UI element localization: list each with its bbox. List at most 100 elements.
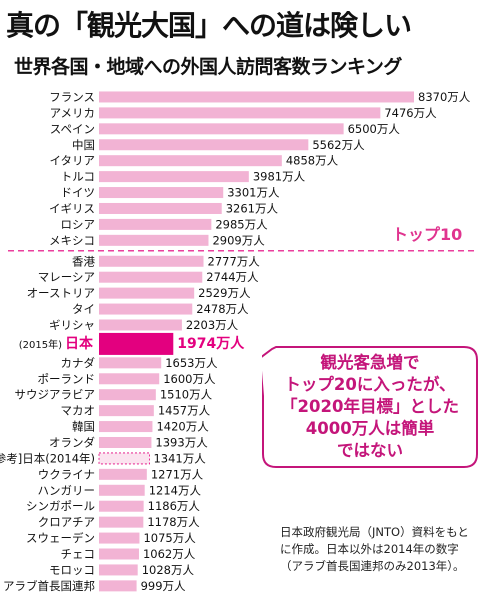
tick-label: クロアチア <box>38 515 95 529</box>
bar <box>99 271 203 283</box>
tick-label: オーストリア <box>27 286 95 300</box>
data-label: 4858万人 <box>286 154 339 168</box>
bar <box>99 91 414 103</box>
data-label: 1271万人 <box>151 467 204 481</box>
bubble-text: 観光客急増で トップ20に入ったが、 「2020年目標」とした 4000万人は簡… <box>262 352 478 462</box>
data-label: 1393万人 <box>155 435 208 449</box>
tick-label: チェコ <box>61 547 96 561</box>
tick-label: スウェーデン <box>26 531 95 545</box>
data-label: 6500万人 <box>348 122 401 136</box>
tick-label: 香港 <box>72 254 95 268</box>
bar <box>98 452 150 465</box>
tick-label: フランス <box>49 90 95 104</box>
tick-label: イタリア <box>49 154 95 168</box>
data-label: 999万人 <box>141 579 186 593</box>
tick-label: ドイツ <box>61 186 96 200</box>
tick-label: アラブ首長国連邦 <box>3 579 95 593</box>
data-label: 1974万人 <box>177 335 245 352</box>
bar <box>99 548 139 560</box>
tick-label: イギリス <box>49 201 95 215</box>
tick-label: マカオ <box>61 404 96 418</box>
data-label: 2744万人 <box>206 270 259 284</box>
data-label: 1028万人 <box>142 563 195 577</box>
bar <box>99 373 160 385</box>
bar <box>99 171 249 183</box>
data-label: 2203万人 <box>186 318 239 332</box>
data-label: 1075万人 <box>143 531 196 545</box>
bar <box>99 532 140 544</box>
tick-label: シンガポール <box>26 499 95 513</box>
data-label: 1510万人 <box>160 388 213 402</box>
page-title: 真の「観光大国」への道は険しい <box>6 9 412 42</box>
tick-label: メキシコ <box>49 233 95 247</box>
data-label: 1186万人 <box>148 499 201 513</box>
bubble-line: 観光客急増で <box>320 353 420 372</box>
tick-label: ギリシャ <box>49 318 95 332</box>
tick-label: [参考]日本(2014年) <box>0 451 95 465</box>
bar <box>99 234 209 246</box>
bar <box>99 516 144 528</box>
tick-label: マレーシア <box>38 270 95 284</box>
bar <box>99 468 147 480</box>
top10-label: トップ10 <box>392 225 463 244</box>
tick-label: ウクライナ <box>38 467 95 481</box>
tick-label: スペイン <box>50 122 95 136</box>
tick-label: オランダ <box>49 435 95 449</box>
bar <box>99 357 162 369</box>
data-label: 1600万人 <box>163 372 216 386</box>
tick-label: ハンガリー <box>38 483 96 497</box>
bubble-line: 4000万人は簡単 <box>305 419 435 438</box>
data-label: 2777万人 <box>208 254 261 268</box>
page-subtitle: 世界各国・地域への外国人訪問客数ランキング <box>14 56 402 78</box>
data-label: 1420万人 <box>156 420 209 434</box>
data-label: 2529万人 <box>198 286 251 300</box>
tick-label: 韓国 <box>72 420 95 434</box>
tick-label: アメリカ <box>50 106 95 120</box>
tick-label: トルコ <box>61 170 95 184</box>
bar <box>99 123 344 135</box>
bar <box>99 139 309 151</box>
data-label: 2985万人 <box>215 217 268 231</box>
bar <box>99 332 174 355</box>
bar <box>99 255 204 267</box>
tick-label: 中国 <box>72 138 95 152</box>
bar <box>99 287 195 299</box>
data-label: 2909万人 <box>212 233 265 247</box>
source-note: 日本政府観光局（JNTO）資料をもとに作成。日本以外は2014年の数字（アラブ首… <box>280 525 469 573</box>
bar <box>99 564 138 576</box>
bar <box>99 303 193 315</box>
highlight-prefix-label: (2015年) <box>19 338 62 351</box>
bar <box>99 155 282 167</box>
bar <box>99 107 381 119</box>
data-label: 7476万人 <box>384 106 437 120</box>
speech-bubble <box>262 346 478 468</box>
data-label: 1653万人 <box>165 356 218 370</box>
data-label: 1062万人 <box>143 547 196 561</box>
bar <box>99 484 145 496</box>
data-label: 3261万人 <box>226 201 279 215</box>
bar <box>99 436 152 448</box>
bar <box>99 202 222 214</box>
tick-label: モロッコ <box>49 563 95 577</box>
tick-label: タイ <box>72 302 95 316</box>
tick-label: ロシア <box>61 217 96 231</box>
bar <box>99 421 153 433</box>
bar <box>99 405 154 417</box>
bar <box>99 389 156 401</box>
bar <box>99 319 182 331</box>
data-label: 1457万人 <box>158 404 211 418</box>
data-label: 3981万人 <box>253 170 306 184</box>
tick-label: サウジアラビア <box>15 388 96 402</box>
bar <box>99 580 137 592</box>
tick-label: ポーランド <box>38 372 96 386</box>
bubble-line: トップ20に入ったが、 <box>284 375 456 394</box>
bar <box>99 500 144 512</box>
bar <box>99 187 224 199</box>
data-label: 1341万人 <box>153 451 206 465</box>
tick-label: 日本 <box>65 335 94 352</box>
bar <box>99 218 212 230</box>
data-label: 2478万人 <box>196 302 249 316</box>
data-label: 3301万人 <box>227 186 280 200</box>
data-label: 8370万人 <box>418 90 471 104</box>
